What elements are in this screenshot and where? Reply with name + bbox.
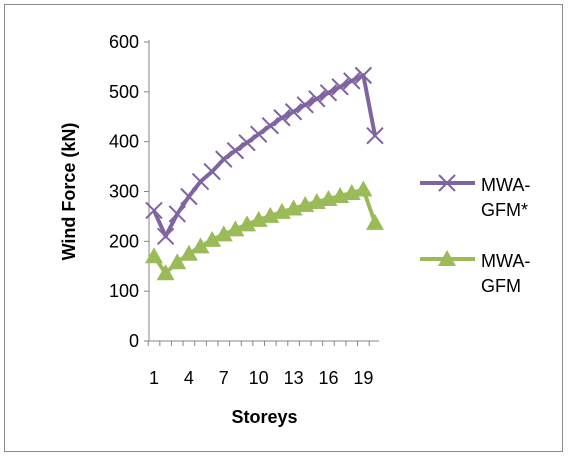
data-point — [191, 172, 210, 191]
x-tick-label: 13 — [284, 368, 304, 388]
series-2 — [145, 180, 384, 281]
legend-label: MWA- — [481, 251, 530, 271]
legend-marker — [438, 250, 456, 266]
data-point — [226, 220, 245, 237]
data-point — [191, 237, 210, 254]
data-point — [238, 133, 256, 152]
data-point — [261, 117, 280, 135]
x-tick-label: 4 — [184, 368, 194, 388]
x-tick-label: 10 — [249, 368, 269, 388]
data-point — [331, 78, 349, 96]
data-point — [156, 264, 175, 281]
data-point — [284, 103, 303, 121]
legend-label: MWA- — [481, 175, 530, 195]
x-tick-label: 1 — [149, 368, 159, 388]
data-point — [145, 247, 163, 264]
data-point — [366, 213, 384, 230]
y-tick-label: 400 — [109, 132, 139, 152]
x-axis-title: Storeys — [231, 407, 297, 427]
y-tick-label: 100 — [109, 281, 139, 301]
data-point — [214, 225, 233, 242]
legend: MWA- GFM* MWA- GFM — [420, 174, 530, 296]
y-tick-label: 500 — [109, 82, 139, 102]
data-point — [238, 215, 257, 232]
data-point — [354, 180, 373, 197]
data-point — [319, 84, 338, 102]
data-point — [168, 253, 187, 270]
y-tick-label: 200 — [109, 231, 139, 251]
data-point — [249, 125, 268, 143]
y-axis-title: Wind Force (kN) — [59, 123, 79, 261]
x-tick-label: 16 — [318, 368, 338, 388]
data-point — [226, 141, 245, 160]
y-tick-label: 600 — [109, 32, 139, 52]
y-axis: 0 100 200 300 400 500 600 — [109, 32, 150, 351]
chart-frame: 0 100 200 300 400 500 600 1 4 7 10 13 16 19 Wind For… — [4, 4, 563, 452]
series-1 — [145, 66, 384, 246]
series-group — [145, 66, 384, 281]
data-point — [354, 66, 373, 85]
legend-item-1: MWA- GFM* — [420, 174, 530, 220]
data-point — [145, 201, 163, 220]
legend-label: GFM — [481, 276, 521, 296]
x-tick-label: 7 — [219, 368, 229, 388]
y-tick-label: 0 — [129, 331, 139, 351]
series-line — [152, 73, 377, 239]
data-point — [203, 230, 222, 247]
data-point — [308, 90, 326, 108]
data-point — [156, 227, 175, 246]
data-point — [168, 205, 186, 223]
x-axis: 1 4 7 10 13 16 19 — [147, 340, 379, 388]
legend-item-2: MWA- GFM — [420, 250, 530, 296]
data-point — [366, 126, 384, 145]
data-point — [343, 72, 361, 90]
legend-label: GFM* — [481, 200, 528, 220]
data-point — [273, 109, 291, 127]
legend-marker — [438, 174, 456, 192]
data-point — [180, 187, 198, 206]
data-point — [215, 150, 233, 168]
y-tick-label: 300 — [109, 182, 139, 202]
x-tick-label: 19 — [353, 368, 373, 388]
chart-svg: 0 100 200 300 400 500 600 1 4 7 10 13 16 19 Wind For… — [59, 32, 530, 427]
data-point — [179, 244, 198, 261]
data-point — [296, 96, 314, 114]
